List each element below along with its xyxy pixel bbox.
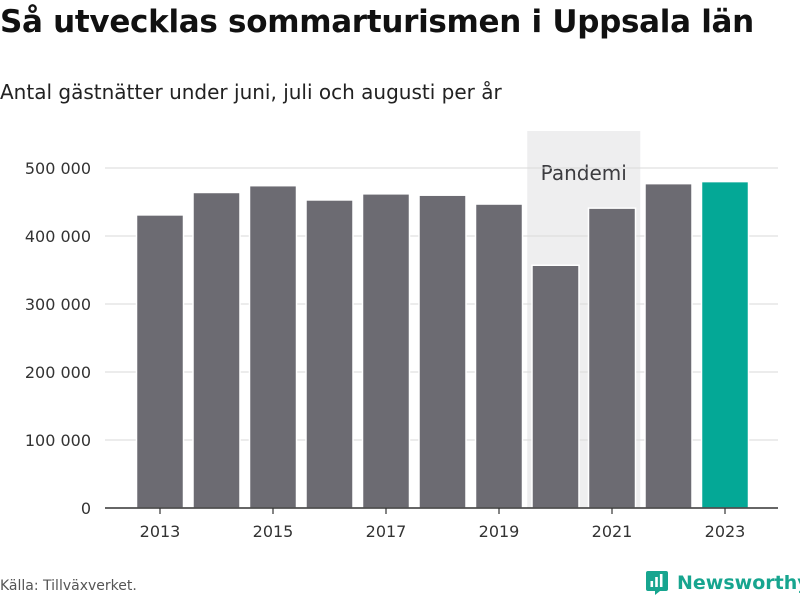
brand-name: Newsworthy <box>677 572 800 594</box>
bars <box>135 180 750 509</box>
y-tick-label: 300 000 <box>25 295 91 314</box>
x-tick-label: 2023 <box>705 522 746 541</box>
y-tick-label: 200 000 <box>25 363 91 382</box>
bar-2014 <box>192 191 241 509</box>
y-tick-label: 100 000 <box>25 431 91 450</box>
bar-2020 <box>531 264 580 509</box>
x-tick-label: 2015 <box>253 522 294 541</box>
bar-2018 <box>418 194 467 509</box>
y-tick-label: 500 000 <box>25 159 91 178</box>
bar-2023 <box>700 180 750 509</box>
newsworthy-logo-icon <box>645 570 669 596</box>
source-note: Källa: Tillväxverket. <box>0 578 137 594</box>
x-tick-label: 2017 <box>366 522 407 541</box>
chart-title: Så utvecklas sommarturismen i Uppsala lä… <box>0 4 754 40</box>
chart-subtitle: Antal gästnätter under juni, juli och au… <box>0 80 502 104</box>
axes: 0 100 000 200 000 300 000 400 000 500 000 2013… <box>25 159 778 541</box>
x-tick-label: 2013 <box>140 522 181 541</box>
bar-2017 <box>361 193 411 509</box>
pandemic-label: Pandemi <box>541 161 627 185</box>
x-tick-label: 2021 <box>592 522 633 541</box>
bar-2021 <box>587 207 637 509</box>
bar-chart: Pandemi 0 100 000 200 000 300 000 400 000 500… <box>25 131 778 541</box>
bar-2013 <box>135 214 185 509</box>
y-tick-label: 400 000 <box>25 227 91 246</box>
y-tick-label: 0 <box>81 499 91 518</box>
bar-2016 <box>305 199 354 509</box>
bar-2015 <box>248 184 298 509</box>
newsworthy-brand[interactable]: Newsworthy <box>645 568 800 598</box>
bar-2019 <box>474 203 524 509</box>
x-tick-label: 2019 <box>479 522 520 541</box>
bar-2022 <box>644 182 693 509</box>
